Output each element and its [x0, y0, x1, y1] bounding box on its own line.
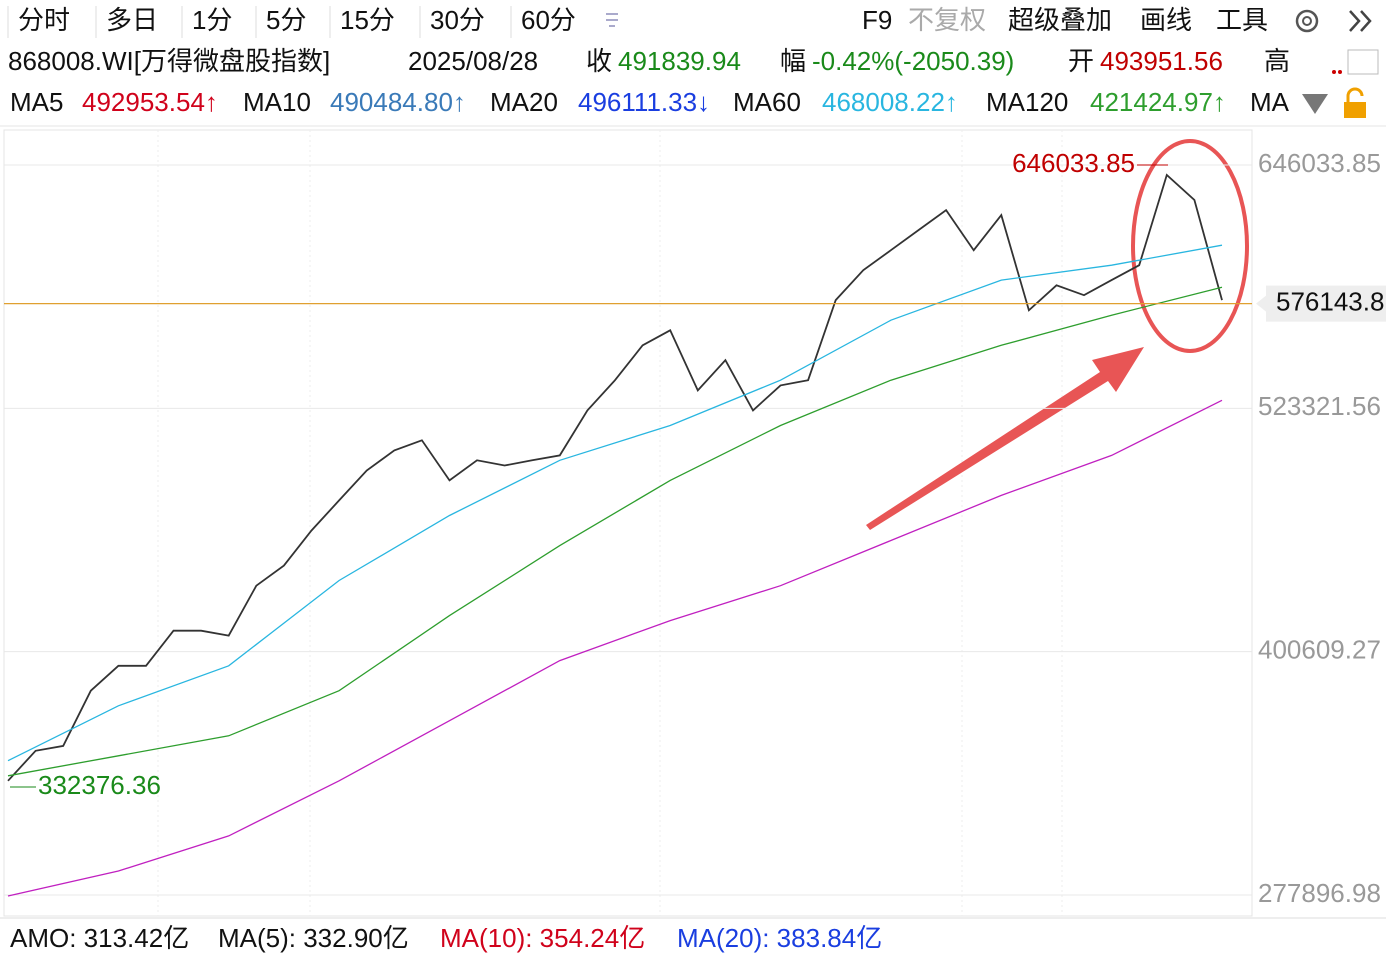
- tool-button[interactable]: 工具: [1216, 5, 1268, 35]
- change-label: 幅: [780, 46, 806, 76]
- volume-label: AMO: 313.42亿: [10, 923, 189, 953]
- y-tick-label: 277896.98: [1258, 878, 1381, 908]
- ma-value: 421424.97↑: [1090, 87, 1226, 117]
- ma-name: MA60: [733, 87, 801, 117]
- period-tab[interactable]: 5分: [266, 5, 306, 35]
- high-label: 高: [1264, 46, 1290, 76]
- volume-label: MA(10): 354.24亿: [440, 923, 645, 953]
- close-value: 491839.94: [618, 46, 741, 76]
- tool-button[interactable]: 画线: [1140, 5, 1192, 35]
- vertical-grid: [157, 130, 1063, 916]
- close-label: 收: [586, 46, 612, 76]
- tool-button[interactable]: 超级叠加: [1008, 5, 1112, 35]
- tool-button[interactable]: F9: [862, 5, 892, 35]
- last-price-label: 576143.8: [1276, 286, 1384, 316]
- period-tab[interactable]: 1分: [192, 5, 232, 35]
- dot: [1338, 70, 1342, 74]
- tool-button[interactable]: 不复权: [908, 5, 986, 35]
- index-code: 868008.WI[万得微盘股指数]: [8, 46, 330, 76]
- y-tick-label: 400609.27: [1258, 635, 1381, 665]
- lock-icon[interactable]: [1344, 102, 1366, 118]
- open-label: 开: [1068, 46, 1094, 76]
- price-line: [7, 244, 1223, 762]
- last-price-box: [1266, 285, 1386, 322]
- plot-frame: [3, 129, 1253, 917]
- open-value: 493951.56: [1100, 46, 1223, 76]
- ma-value: 468008.22↑: [822, 87, 958, 117]
- volume-label: MA(5): 332.90亿: [218, 923, 409, 953]
- ma-name: MA10: [243, 87, 311, 117]
- ma-name: MA120: [986, 87, 1068, 117]
- high-label: 646033.85: [1012, 148, 1135, 178]
- ma-value: 492953.54↑: [82, 87, 218, 117]
- last-price-pointer: [1256, 295, 1266, 312]
- low-label: 332376.36: [38, 770, 161, 800]
- highlight-circle: [1131, 139, 1249, 353]
- gear-hole: [1302, 16, 1312, 26]
- more-icon[interactable]: [1332, 49, 1379, 75]
- ma-name: MA20: [490, 87, 558, 117]
- logo-box: [1347, 49, 1379, 75]
- dot: [1332, 70, 1336, 74]
- highlight-arrow: [866, 347, 1144, 530]
- period-tab[interactable]: 15分: [340, 5, 395, 35]
- expand-icon[interactable]: [1349, 10, 1372, 32]
- plot: 646033.85 523321.56 400609.27 277896.98 5761…: [4, 148, 1386, 908]
- period-tab[interactable]: 多日: [106, 5, 158, 35]
- toolbar-icons: [606, 9, 1372, 118]
- period-tab[interactable]: 30分: [430, 5, 485, 35]
- y-tick-label: 646033.85: [1258, 148, 1381, 178]
- price-line: [7, 399, 1223, 897]
- gear-icon[interactable]: [1295, 9, 1319, 33]
- ma-value: 490484.80↑: [330, 87, 466, 117]
- y-tick-label: 523321.56: [1258, 391, 1381, 421]
- date: 2025/08/28: [408, 46, 538, 76]
- price-line: [7, 173, 1223, 782]
- list-icon[interactable]: [606, 13, 618, 27]
- dropdown-icon[interactable]: [1302, 94, 1328, 114]
- change-value: -0.42%(-2050.39): [812, 46, 1014, 76]
- price-line: [7, 286, 1223, 777]
- volume-label: MA(20): 383.84亿: [677, 923, 882, 953]
- ma-name: MA: [1250, 87, 1290, 117]
- lock-shackle: [1346, 87, 1364, 102]
- ma-name: MA5: [10, 87, 63, 117]
- period-tab[interactable]: 分时: [18, 5, 70, 35]
- period-tab[interactable]: 60分: [521, 5, 576, 35]
- ma-value: 496111.33↓: [578, 87, 710, 117]
